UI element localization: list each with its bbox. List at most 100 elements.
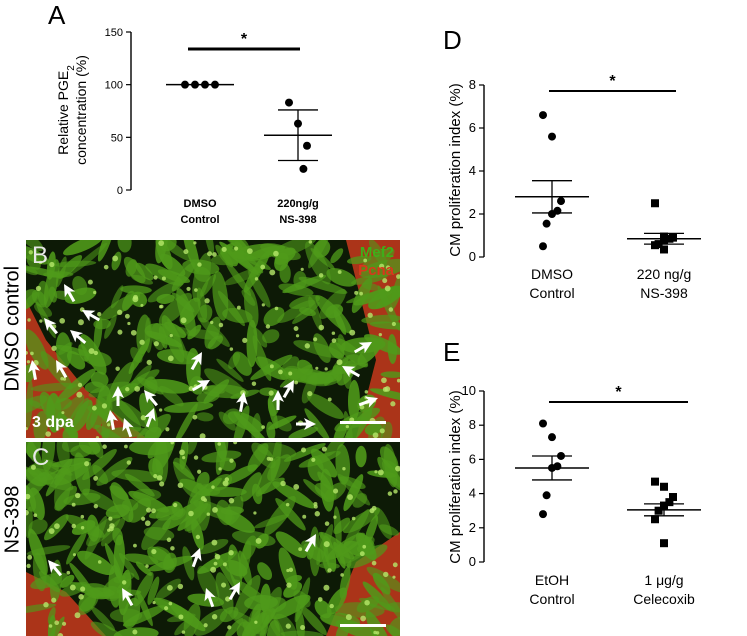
mef2-nucleus [133, 543, 137, 548]
legend-pcna: Pcna [358, 262, 394, 279]
chart-d-data-point [665, 234, 674, 243]
mef2-nucleus [336, 359, 343, 366]
mef2-nucleus [26, 360, 31, 364]
mef2-nucleus [210, 320, 214, 325]
arrow-marker [64, 284, 76, 303]
muscle-fiber [293, 590, 311, 608]
mef2-nucleus [193, 455, 199, 460]
muscle-fiber [300, 605, 327, 636]
arrow-marker [191, 380, 210, 392]
mef2-nucleus [374, 470, 378, 474]
chart-d-data-point [539, 242, 547, 251]
chart-d-category-label: NS-398 [640, 285, 688, 301]
micrograph-c-image [26, 442, 400, 636]
mef2-nucleus [178, 614, 184, 620]
mef2-nucleus [269, 364, 274, 369]
mef2-nucleus [93, 504, 99, 509]
muscle-fiber [283, 443, 326, 462]
mef2-nucleus [396, 274, 400, 279]
mef2-nucleus [218, 467, 222, 471]
muscle-fiber [70, 444, 92, 458]
mef2-nucleus [164, 606, 169, 611]
chart-a-y-axis-label-line2: concentration (%) [73, 55, 89, 165]
mef2-nucleus [347, 494, 354, 501]
mef2-nucleus [311, 457, 316, 462]
mef2-nucleus [108, 516, 113, 521]
mef2-nucleus [225, 596, 231, 602]
muscle-fiber [246, 319, 258, 368]
muscle-fiber [147, 576, 160, 605]
mef2-nucleus [158, 240, 165, 247]
arrow-marker [190, 352, 202, 371]
mef2-nucleus [246, 248, 253, 254]
mef2-nucleus [71, 523, 77, 529]
arrow-marker [304, 534, 316, 553]
muscle-fiber [97, 240, 115, 262]
muscle-fiber [69, 581, 106, 598]
panel-letter-d: D [443, 25, 462, 55]
mef2-nucleus [268, 390, 274, 396]
mef2-nucleus [197, 262, 202, 267]
chart-d-category-label: 220 ng/g [637, 266, 692, 282]
chart-a-data-point [303, 141, 311, 150]
chart-e-category-label: EtOH [535, 572, 569, 588]
chart-a-data-point [181, 80, 189, 89]
muscle-fiber [313, 333, 331, 363]
muscle-fiber [390, 270, 400, 310]
mef2-nucleus [80, 526, 85, 530]
mef2-nucleus [158, 305, 163, 309]
chart-a-data-point [285, 98, 293, 107]
muscle-fiber [265, 608, 286, 636]
chart-e-y-tick-label: 0 [469, 554, 476, 569]
mef2-nucleus [381, 377, 387, 384]
mef2-nucleus [51, 345, 57, 351]
mef2-nucleus [167, 355, 174, 362]
muscle-fiber [339, 476, 366, 489]
muscle-fiber [224, 267, 264, 286]
muscle-fiber [90, 606, 116, 632]
mef2-nucleus [265, 324, 271, 329]
mef2-nucleus [372, 432, 379, 438]
mef2-nucleus [27, 554, 33, 560]
chart-a-y-tick-label: 50 [111, 132, 123, 144]
mef2-nucleus [233, 442, 238, 445]
muscle-fiber [47, 607, 56, 624]
mef2-nucleus [324, 521, 330, 526]
arrow-marker [28, 360, 40, 380]
muscle-fiber [319, 532, 330, 574]
mef2-nucleus [152, 601, 156, 605]
mef2-nucleus [384, 386, 391, 392]
muscle-fiber [257, 562, 273, 581]
mef2-nucleus [285, 623, 291, 629]
chart-d-data-point [548, 132, 556, 141]
muscle-fiber [55, 344, 92, 357]
mef2-nucleus [298, 547, 303, 552]
muscle-fiber [220, 506, 244, 515]
muscle-fiber [43, 458, 73, 476]
mef2-nucleus [378, 332, 383, 337]
arrow-marker [236, 392, 248, 412]
mef2-nucleus [379, 428, 385, 434]
mef2-nucleus [144, 520, 151, 527]
mef2-nucleus [222, 480, 229, 487]
arrow-marker [112, 386, 124, 406]
mef2-nucleus [236, 305, 241, 310]
chart-e-y-tick-label: 4 [469, 486, 476, 501]
mef2-nucleus [217, 442, 221, 446]
muscle-fiber [122, 605, 166, 627]
arrow-marker [122, 418, 134, 438]
mef2-nucleus [387, 491, 393, 496]
chart-e-category-label: 1 μg/g [644, 572, 683, 588]
mef2-nucleus [359, 551, 365, 557]
chart-e-y-tick-label: 10 [462, 383, 476, 398]
muscle-fiber [147, 442, 162, 459]
muscle-fiber [204, 240, 215, 256]
chart-a-data-point [191, 80, 199, 89]
muscle-fiber [204, 316, 221, 349]
scale-bar-b [340, 421, 386, 424]
panel-letter-b: B [32, 242, 49, 269]
muscle-fiber [251, 413, 261, 438]
mef2-nucleus [153, 341, 159, 347]
mef2-nucleus [192, 414, 198, 420]
mef2-nucleus [57, 633, 64, 636]
